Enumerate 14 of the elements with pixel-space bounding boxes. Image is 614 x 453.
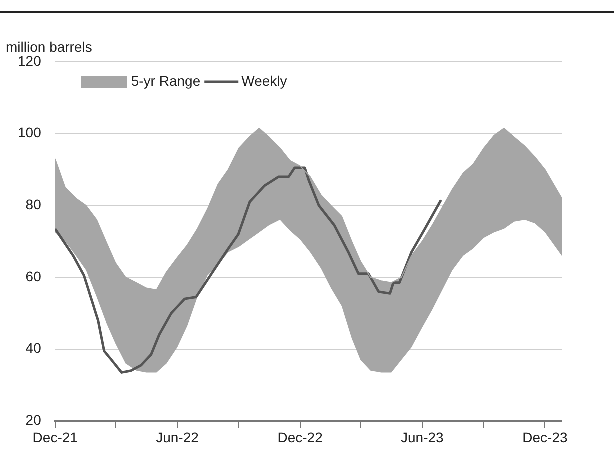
x-tick-label: Dec-22 [278,429,324,446]
y-tick-label: 20 [26,412,42,428]
y-tick-label: 120 [18,52,42,69]
y-tick-label: 80 [26,196,42,213]
y-tick-label: 100 [18,124,42,141]
y-tick-label: 60 [26,268,42,284]
legend-label: Weekly [242,72,288,89]
x-tick-label: Dec-21 [32,429,78,446]
x-tick-label: Jun-22 [156,429,200,446]
legend-label: 5-yr Range [131,72,201,89]
y-tick-label: 40 [26,340,42,356]
x-tick-label: Dec-23 [522,429,568,446]
x-tick-label: Jun-23 [401,429,444,446]
y-axis-title: million barrels [6,39,92,55]
